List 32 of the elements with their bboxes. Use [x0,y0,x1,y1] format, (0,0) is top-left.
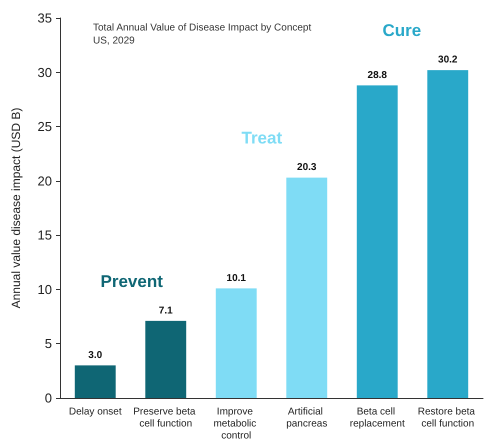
y-tick-label: 10 [38,282,52,297]
y-axis-title: Annual value disease impact (USD B) [9,108,23,308]
annotation: Cure [382,21,422,40]
bar [145,320,186,398]
data-label: 28.8 [368,70,388,81]
bar [216,288,257,398]
x-tick-label: Artificial pancreas [286,406,328,430]
data-label: 7.1 [158,305,174,316]
data-label: 30.2 [438,54,458,66]
text: US, 2029 [93,36,136,46]
bar [356,85,398,398]
y-tick-label: 20 [38,173,52,188]
y-tick-label: 0 [44,390,52,406]
x-tick-label: Improve metabolic control [213,406,260,442]
x-tick-label: Restore beta cell function [418,406,478,430]
y-tick-label: 15 [38,228,52,243]
y-tick-label: 30 [38,64,52,80]
annotation: Treat [242,128,282,148]
bar [74,365,116,398]
bar [427,70,468,398]
x-tick-label: Delay onset [68,406,122,418]
data-label: 20.3 [297,162,317,174]
y-tick-label: 5 [44,336,52,352]
x-tick-label: Beta cell replacement [350,406,405,430]
annotation: Prevent [100,272,164,291]
chart-title: Total Annual Value of Disease Impact by Concept [93,22,312,34]
data-label: 10.1 [226,272,246,284]
bar [286,178,328,398]
x-tick-label: Preserve beta cell function [133,406,198,430]
data-label: 3.0 [88,350,103,361]
y-tick-label: 25 [38,119,52,134]
y-tick-label: 35 [38,10,52,26]
